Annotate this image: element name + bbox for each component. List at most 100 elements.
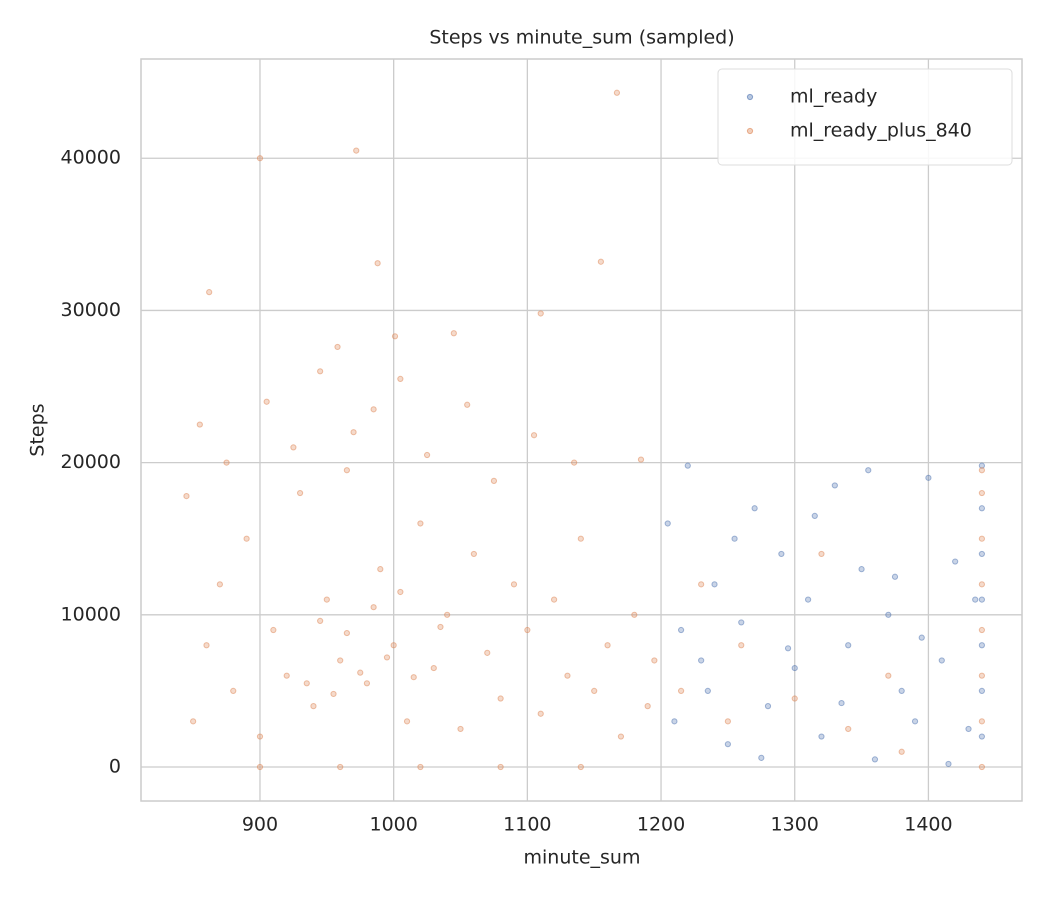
point (938, 657, 945, 664)
point (497, 763, 504, 771)
point (330, 690, 337, 698)
point (183, 492, 190, 500)
point (464, 401, 471, 408)
point (791, 695, 798, 702)
point (885, 672, 892, 679)
point (791, 664, 798, 672)
point (978, 489, 985, 497)
point (334, 343, 341, 351)
point (223, 459, 230, 466)
point (591, 687, 598, 695)
point (978, 687, 985, 695)
point (677, 626, 685, 634)
point (613, 89, 621, 96)
point (711, 581, 718, 588)
point (430, 664, 437, 672)
point (698, 581, 705, 588)
y-tick-label: 10000 (61, 603, 121, 625)
point (417, 763, 424, 771)
point (450, 330, 457, 337)
point (343, 467, 350, 474)
point (911, 718, 919, 725)
point (343, 629, 350, 637)
point (310, 703, 317, 710)
point (898, 748, 905, 755)
point (537, 310, 544, 317)
grid (141, 59, 1022, 801)
point (838, 699, 845, 707)
point (731, 535, 738, 542)
x-tick-label: 1400 (904, 814, 952, 836)
point (216, 581, 223, 588)
point (845, 642, 852, 649)
y-tick-label: 20000 (61, 451, 121, 473)
point (664, 520, 671, 527)
point (484, 649, 491, 656)
chart-title: Steps vs minute_sum (sampled) (429, 27, 734, 49)
point (724, 718, 731, 725)
point (256, 733, 264, 740)
point (978, 733, 985, 740)
point (417, 520, 424, 527)
points (183, 89, 985, 771)
point (845, 725, 852, 733)
x-tick-label: 1200 (637, 814, 685, 836)
point (437, 623, 444, 631)
y-tick-label: 40000 (61, 147, 121, 169)
point (978, 642, 985, 649)
x-tick-label: 1100 (503, 814, 551, 836)
point (698, 657, 705, 664)
point (353, 147, 360, 154)
point (391, 333, 399, 340)
point (363, 680, 371, 687)
point (410, 674, 417, 681)
point (805, 596, 812, 603)
point (891, 573, 899, 580)
point (978, 550, 985, 558)
point (818, 733, 825, 740)
point (978, 535, 985, 542)
point (831, 482, 838, 489)
point (397, 588, 404, 596)
point (784, 645, 792, 652)
point (256, 763, 264, 771)
y-axis-label: Steps (27, 403, 49, 456)
point (270, 626, 277, 634)
point (577, 535, 584, 542)
point (577, 763, 584, 771)
point (510, 581, 518, 588)
point (751, 505, 758, 512)
point (978, 581, 985, 588)
point (978, 763, 985, 771)
legend-label: ml_ready (790, 86, 877, 108)
point (704, 687, 711, 695)
point (390, 642, 397, 649)
point (230, 687, 237, 695)
point (738, 619, 745, 626)
point (374, 260, 381, 267)
point (978, 596, 985, 603)
point (965, 725, 972, 733)
point (925, 474, 932, 481)
point (283, 672, 290, 679)
point (524, 626, 531, 634)
point (978, 626, 985, 634)
point (972, 596, 979, 603)
x-axis-label: minute_sum (524, 847, 641, 869)
legend-marker (746, 127, 754, 135)
plot-area (140, 58, 1023, 802)
point (738, 642, 745, 649)
x-tick-label: 900 (242, 814, 278, 836)
point (604, 642, 611, 649)
point (564, 672, 571, 679)
point (317, 617, 324, 624)
point (550, 596, 558, 603)
x-tick-label: 1000 (369, 814, 417, 836)
point (470, 550, 477, 558)
point (444, 611, 451, 618)
point (978, 462, 985, 469)
point (203, 642, 210, 649)
point (684, 462, 691, 469)
point (256, 155, 264, 162)
point (597, 258, 604, 265)
